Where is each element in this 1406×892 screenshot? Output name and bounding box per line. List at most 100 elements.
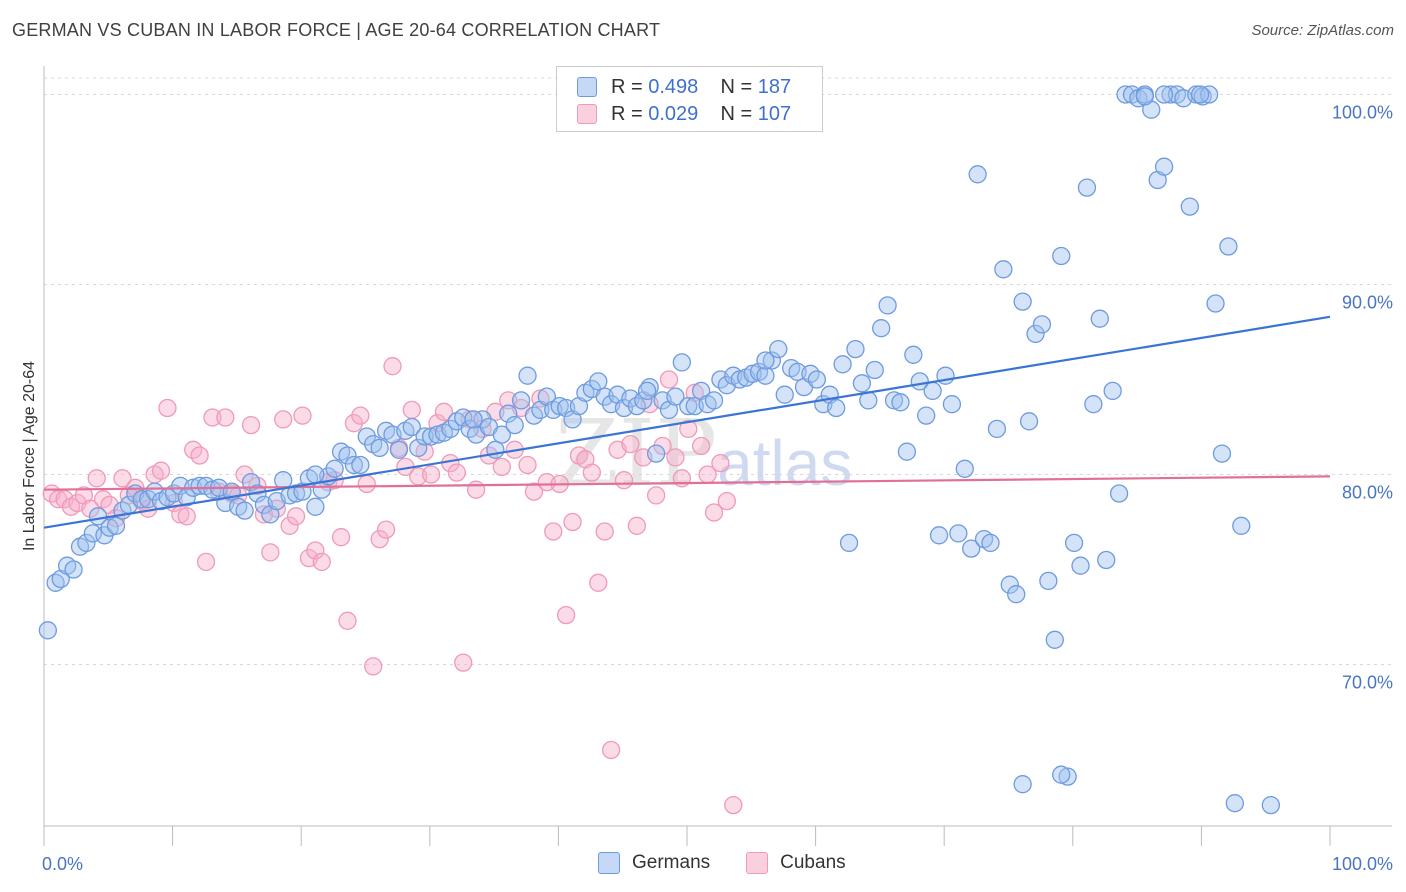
correlation-legend: R = 0.498 N = 187 R = 0.029 N = 107 [556,66,823,132]
cubans-point [261,543,280,562]
germans-point [1052,765,1071,784]
legend-n-value-cubans: 107 [757,102,792,125]
germans-point [1026,324,1045,344]
germans-point [1071,556,1090,575]
germans-point [235,501,254,520]
cubans-trend-line [43,475,1331,491]
x-tick-label: 0.0% [42,854,83,874]
germans-point [511,391,531,410]
cubans-point [601,740,621,760]
cubans-point [402,400,421,420]
cubans-point [466,480,486,499]
germans-point [286,484,306,503]
cubans-point [556,605,576,625]
cubans-point [376,520,396,539]
germans-point [1090,309,1109,328]
germans-point [1154,85,1174,104]
cubans-point [595,522,614,541]
cubans-point [364,657,383,676]
germans-swatch [577,77,597,97]
germans-point [1000,575,1019,594]
germans-point [1045,630,1064,649]
germans-point [987,419,1007,439]
germans-point [897,442,917,461]
cubans-point [454,653,473,672]
cubans-point [434,402,454,421]
legend-r-label: R = [611,102,643,125]
germans-point [241,472,261,492]
legend-n-label: N = [720,75,753,98]
germans-point [499,404,518,423]
legend-row-germans: R = 0.498 N = 187 [577,74,791,100]
germans-point [64,560,83,579]
cubans-point [447,463,466,482]
y-tick-label: 100.0% [1332,103,1393,123]
germans-point [762,351,782,370]
cubans-point [81,499,100,518]
germans-point [306,465,325,484]
cubans-point [563,512,582,532]
germans-point [1013,292,1032,311]
cubans-point [524,482,544,501]
germans-point [505,415,524,435]
germans-point [637,381,657,401]
germans-point [1019,412,1039,431]
legend-item-cubans[interactable]: Cubans [746,852,846,874]
germans-point [370,438,389,458]
germans-point [994,260,1013,279]
germans-point [1058,767,1077,786]
germans-point [949,524,968,543]
legend-row-cubans: R = 0.029 N = 107 [577,101,791,127]
germans-point [646,444,666,463]
germans-point [1007,585,1026,604]
cubans-point [614,471,634,490]
germans-point [1039,571,1058,591]
cubans-point [312,552,331,572]
cubans-point [627,516,646,535]
germans-point [325,459,344,478]
germans-point [83,524,103,543]
germans-point [904,345,923,364]
cubans-point [190,446,209,465]
germans-point [846,339,865,359]
cubans-point [357,474,376,494]
cubans-point [659,370,679,389]
germans-point [704,391,724,410]
germans-point [1032,315,1052,334]
cubans-swatch [577,104,597,124]
germans-point [1225,794,1244,813]
germans-point [865,360,884,380]
germans-point [852,374,872,393]
germans-point [917,406,936,425]
germans-point [923,381,942,401]
legend-item-germans[interactable]: Germans [598,852,710,874]
cubans-point [216,408,235,427]
cubans-point [280,516,299,535]
cubans-point [113,469,132,488]
cubans-point [151,461,171,480]
germans-point [839,533,859,553]
germans-point [338,446,357,465]
axes [43,66,1392,846]
germans-point [827,398,846,418]
germans-point [1052,246,1071,266]
cubans-point [492,457,511,477]
germans-point [672,353,692,372]
germans-point [884,391,904,410]
cubans-point [621,434,640,454]
germans-point [38,621,58,640]
legend-label-cubans: Cubans [780,852,846,873]
cubans-point [704,503,724,522]
germans-point [1109,484,1129,503]
germans-point [464,410,483,429]
cubans-point [383,357,402,376]
germans-point [203,480,222,499]
germans-point [756,366,775,385]
germans-point [1193,87,1212,106]
legend-r-value-germans: 0.498 [648,75,699,98]
germans-point [550,396,569,416]
y-tick-label: 80.0% [1342,483,1393,503]
cubans-point [544,522,563,541]
cubans-points [42,357,743,815]
legend-label-germans: Germans [632,852,711,873]
